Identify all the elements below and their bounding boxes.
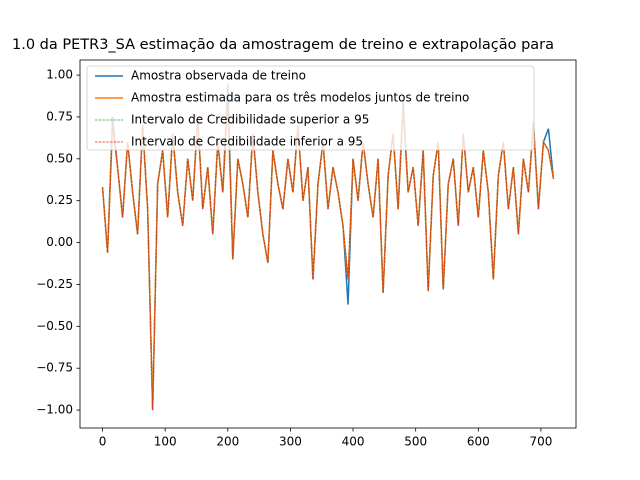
y-tick-label: 1.00 [46,68,73,82]
y-tick-label: −0.50 [36,319,73,333]
legend-label: Intervalo de Credibilidade superior a 95 [131,113,369,127]
x-tick-label: 200 [216,435,239,449]
y-tick-label: −1.00 [36,403,73,417]
legend-box [86,65,535,151]
chart-title: 1.0 da PETR3_SA estimação da amostragem … [12,37,554,53]
x-tick-label: 400 [342,435,365,449]
legend-label: Amostra estimada para os três modelos ju… [131,91,469,105]
legend-label: Amostra observada de treino [131,69,306,83]
x-tick-label: 600 [467,435,490,449]
x-tick-label: 300 [279,435,302,449]
legend-label: Intervalo de Credibilidade inferior a 95 [131,135,363,149]
series-line [102,100,554,411]
axes-frame [79,59,577,429]
y-tick-label: 0.75 [46,109,73,123]
x-tick-label: 100 [154,435,177,449]
y-tick-label: −0.75 [36,361,73,375]
x-tick-label: 700 [529,435,552,449]
y-tick-label: 0.25 [46,193,73,207]
x-tick-label: 0 [99,435,107,449]
y-tick-label: 0.50 [46,151,73,165]
y-tick-label: 0.00 [46,235,73,249]
x-tick-label: 500 [404,435,427,449]
y-tick-label: −0.25 [36,277,73,291]
